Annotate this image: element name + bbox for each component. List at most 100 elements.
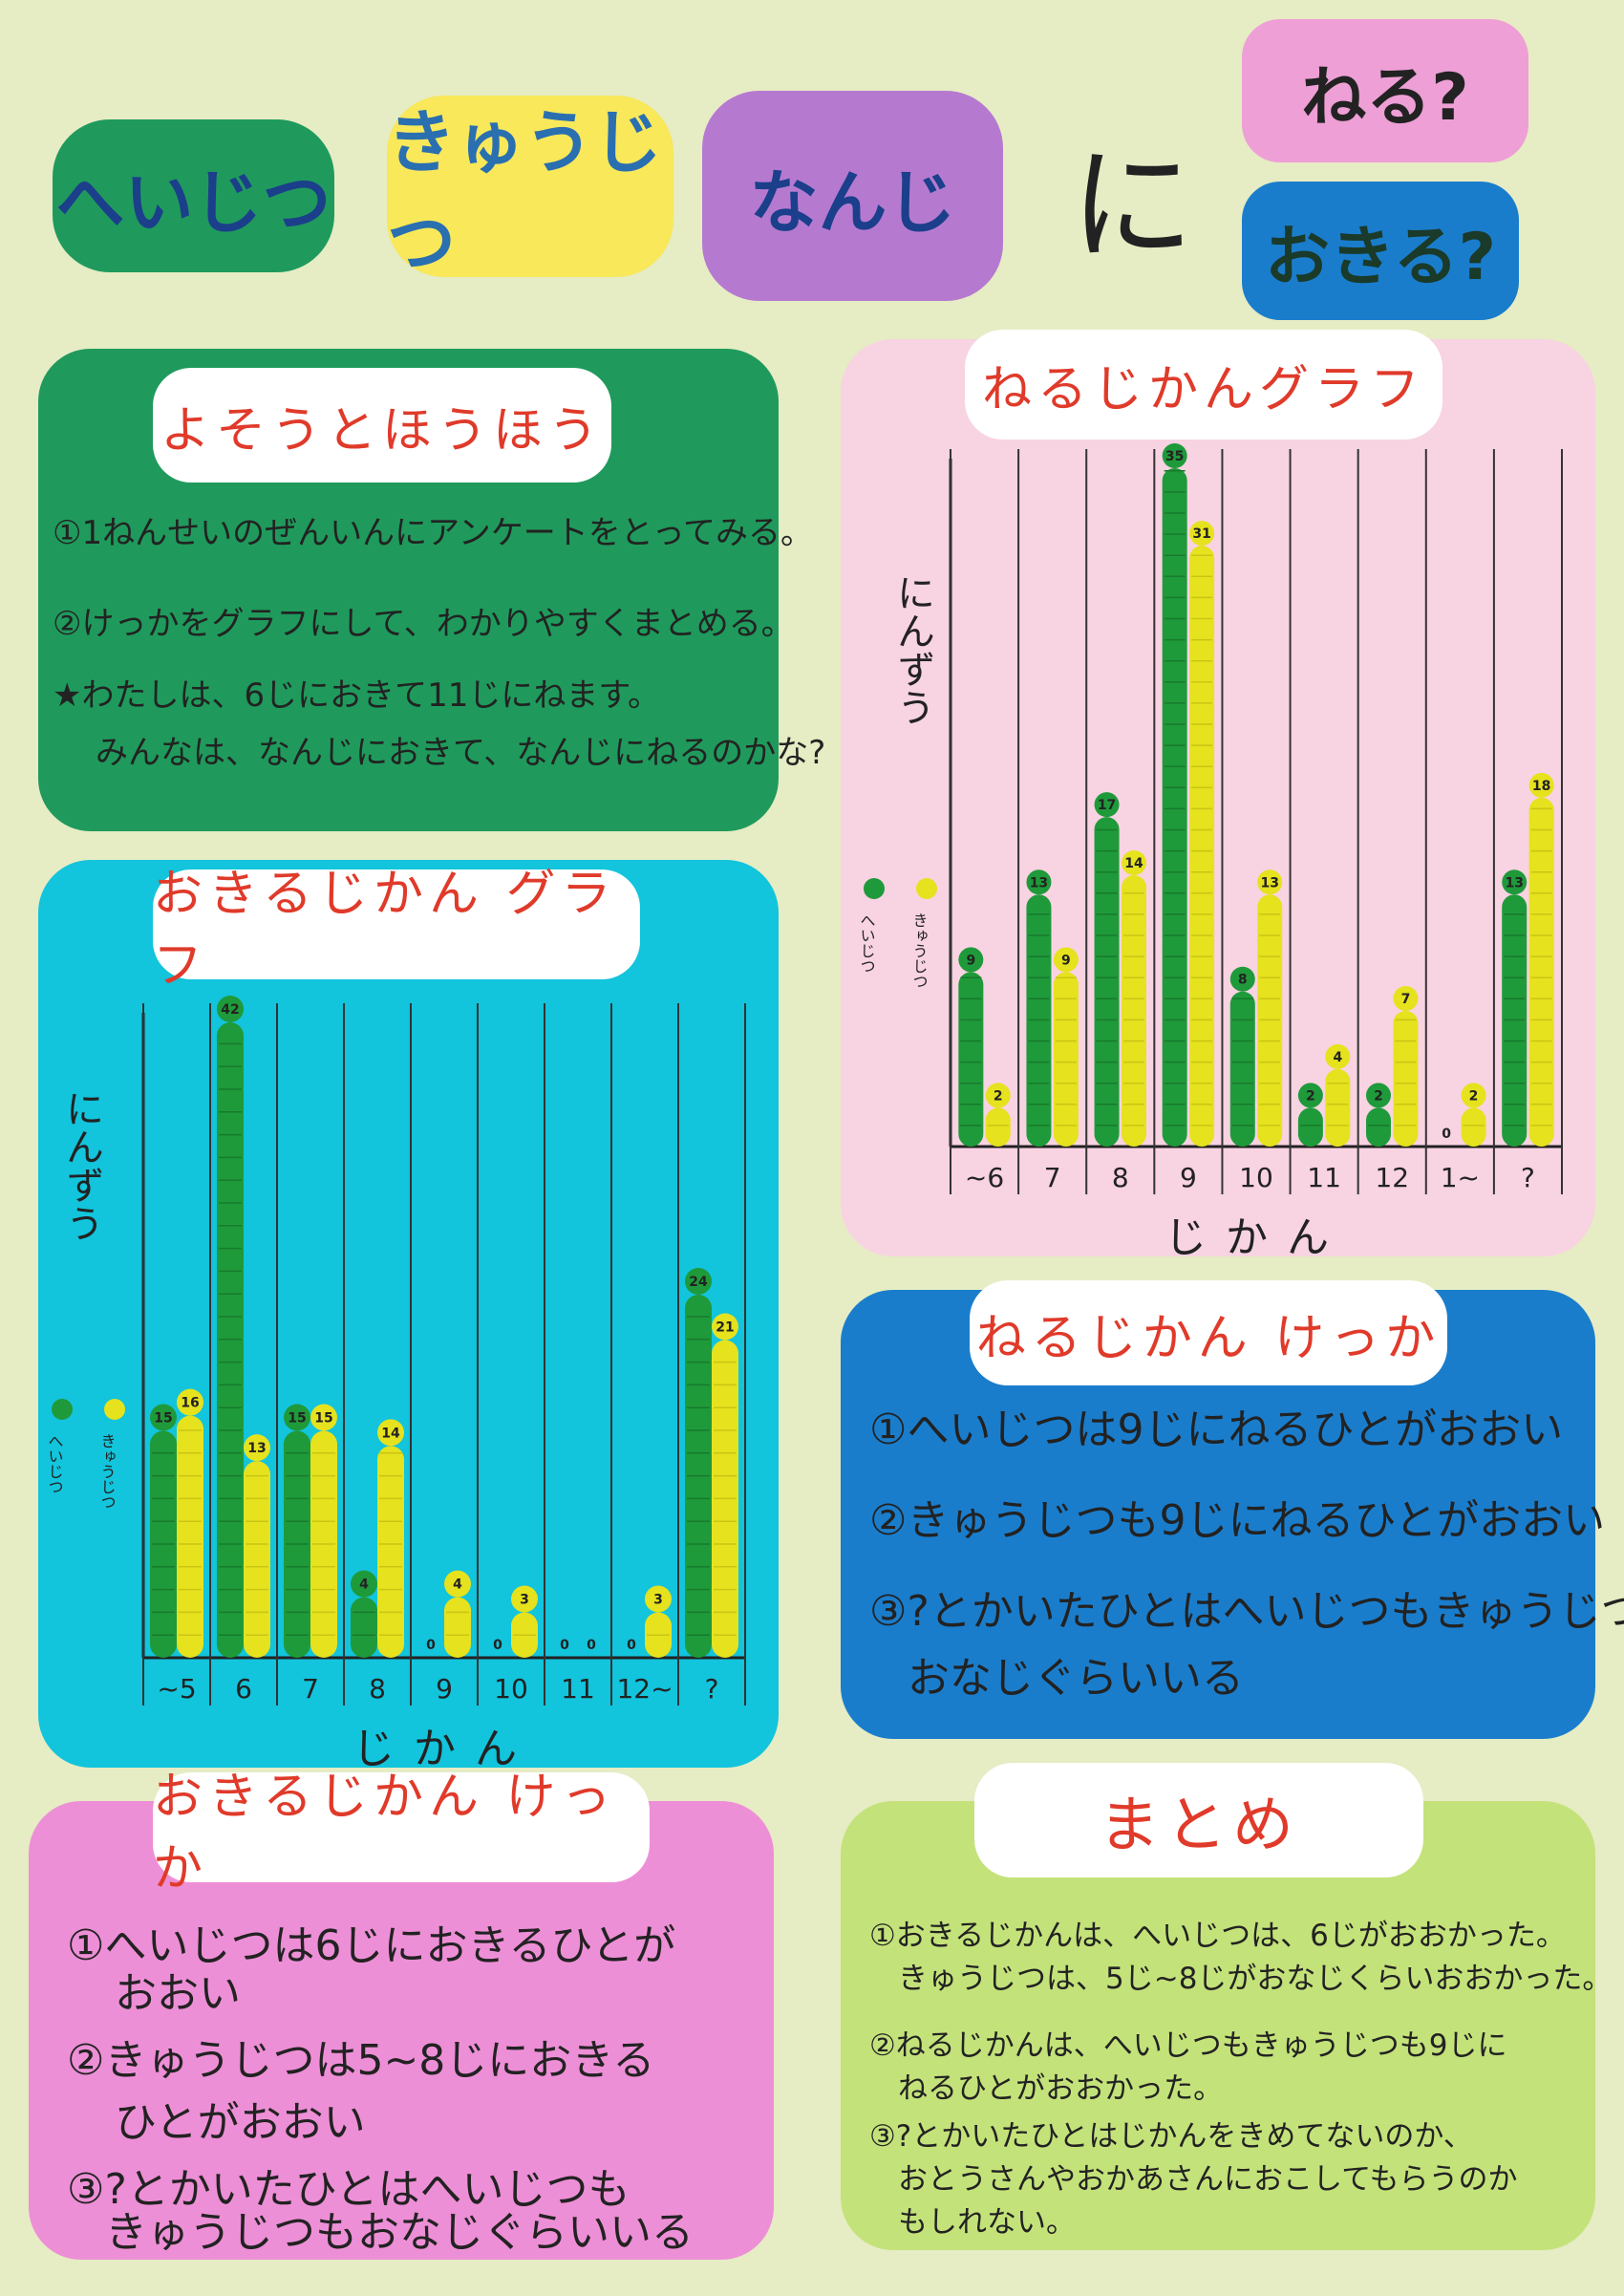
bar-kyujitsu <box>985 1083 1011 1147</box>
legend-label: へいじつ <box>46 1433 64 1494</box>
data-label: 4 <box>453 1577 462 1593</box>
bar-kyujitsu <box>310 1404 337 1658</box>
okiru-kekka-line-6: きゅうじつもおなじぐらいいる <box>105 2208 694 2257</box>
okiru-kekka-line-5: ③?とかいたひとはへいじつも <box>67 2165 630 2214</box>
bar-kyujitsu <box>511 1585 538 1658</box>
data-label: 15 <box>314 1411 332 1427</box>
data-label: 2 <box>1469 1088 1479 1104</box>
x-tick-label: 10 <box>494 1673 528 1705</box>
tag-neru: ねる? <box>1242 19 1528 162</box>
data-label: 42 <box>221 1002 239 1018</box>
legend-swatch <box>916 878 937 899</box>
legend-swatch <box>52 1399 73 1420</box>
bar-heijitsu <box>1026 869 1052 1147</box>
bar-kyujitsu <box>1189 521 1215 1147</box>
data-label: 0 <box>587 1638 596 1653</box>
data-label: 21 <box>716 1320 734 1336</box>
legend-swatch <box>104 1399 125 1420</box>
okiru-kekka-line-2: おおい <box>115 1969 241 2018</box>
bar-heijitsu <box>217 996 244 1658</box>
bar-heijitsu <box>1297 1083 1323 1147</box>
bar-kyujitsu <box>645 1585 672 1658</box>
data-label: 2 <box>1306 1088 1315 1104</box>
data-label: 14 <box>381 1426 400 1441</box>
matome-line-1: ①おきるじかんは、へいじつは、6じがおおかった。 <box>869 1919 1566 1953</box>
data-label: 14 <box>1124 856 1143 871</box>
neru-chart: ~6 9 2 7 13 9 8 17 14 9 35 31 10 8 13 11 2 4 12 2 7 1~ 0 2? 13 18… <box>858 443 1563 1256</box>
bar-kyujitsu <box>377 1419 404 1658</box>
x-tick-label: ? <box>1521 1162 1535 1193</box>
x-tick-label: 8 <box>1112 1162 1129 1193</box>
okiru-chart: ~5 15 16 6 42 13 7 15 15 8 4 14 9 0 4 10 0 3 11 0 0 12~ 0 3? 24 2… <box>46 996 746 1768</box>
y-axis-label: にんずう <box>59 1089 103 1242</box>
matome-line-2: きゅうじつは、5じ~8じがおなじくらいおおかった。 <box>898 1962 1613 1996</box>
bar-kyujitsu <box>1053 947 1079 1147</box>
legend-label: へいじつ <box>858 912 876 974</box>
x-tick-label: 7 <box>302 1673 319 1705</box>
tag-kyujitsu: きゅうじつ <box>387 96 673 283</box>
tag-nanji: なんじ <box>702 91 1003 301</box>
bar-heijitsu <box>1094 792 1120 1147</box>
x-tick-label: 11 <box>561 1673 595 1705</box>
bar-heijitsu <box>1229 966 1255 1147</box>
matome-line-6: おとうさんやおかあさんにおこしてもらうのか <box>898 2162 1518 2197</box>
data-label: 31 <box>1192 526 1210 542</box>
y-axis-label: にんずう <box>890 573 934 726</box>
x-tick-label: ~6 <box>965 1162 1004 1193</box>
legend-label: きゅうじつ <box>910 912 929 989</box>
data-label: 3 <box>520 1593 529 1608</box>
legend-swatch <box>864 878 885 899</box>
data-label: 9 <box>966 953 975 968</box>
data-label: 16 <box>181 1396 199 1411</box>
bar-heijitsu <box>1162 443 1187 1147</box>
x-tick-label: ? <box>705 1673 719 1705</box>
bar-kyujitsu <box>1257 869 1283 1147</box>
bar-heijitsu <box>150 1404 177 1658</box>
data-label: 24 <box>689 1275 708 1290</box>
data-label: 0 <box>1442 1127 1451 1142</box>
bar-kyujitsu <box>1325 1043 1351 1147</box>
x-tick-label: 6 <box>235 1673 252 1705</box>
x-tick-label: 1~ <box>1441 1162 1480 1193</box>
data-label: 35 <box>1165 449 1184 464</box>
bar-kyujitsu <box>1122 850 1146 1147</box>
bar-kyujitsu <box>712 1313 738 1658</box>
data-label: 2 <box>994 1088 1003 1104</box>
bar-kyujitsu <box>177 1388 203 1658</box>
x-tick-label: 12~ <box>616 1673 673 1705</box>
bar-kyujitsu <box>1528 772 1554 1147</box>
ni-text: に <box>1070 133 1195 278</box>
tag-heijitsu: へいじつ <box>53 119 334 272</box>
matome-line-5: ③?とかいたひとはじかんをきめてないのか、 <box>869 2119 1473 2154</box>
matome-line-7: もしれない。 <box>898 2205 1076 2240</box>
data-label: 15 <box>154 1411 172 1427</box>
data-label: 9 <box>1061 953 1071 968</box>
data-label: 8 <box>1238 973 1248 988</box>
yosou-line-2: ②けっかをグラフにして、わかりやすくまとめる。 <box>53 605 794 643</box>
bar-heijitsu <box>1366 1083 1391 1147</box>
data-label: 18 <box>1532 779 1550 794</box>
bar-kyujitsu <box>244 1434 270 1658</box>
neru-kekka-line-3: ③?とかいたひとはへいじつもきゅうじつも <box>869 1587 1624 1636</box>
okiru-kekka-title: おきるじかん けっか <box>153 1769 650 1898</box>
data-label: 4 <box>1333 1050 1342 1065</box>
x-axis-label: じかん <box>1165 1213 1348 1256</box>
matome-title: まとめ <box>974 1763 1423 1878</box>
x-tick-label: 7 <box>1044 1162 1061 1193</box>
data-label: 13 <box>1505 875 1523 891</box>
x-tick-label: 8 <box>369 1673 386 1705</box>
bar-heijitsu <box>1502 869 1528 1147</box>
tag-okiru: おきる? <box>1242 182 1519 320</box>
data-label: 15 <box>288 1411 306 1427</box>
data-label: 4 <box>359 1577 369 1593</box>
x-tick-label: 9 <box>436 1673 453 1705</box>
data-label: 0 <box>627 1638 636 1653</box>
bar-heijitsu <box>351 1570 377 1658</box>
neru-kekka-line-2: ②きゅうじつも9じにねるひとがおおい <box>869 1496 1606 1545</box>
neru-kekka-line-1: ①へいじつは9じにねるひとがおおい <box>869 1405 1564 1454</box>
x-tick-label: 9 <box>1180 1162 1197 1193</box>
data-label: 17 <box>1098 798 1116 813</box>
data-label: 3 <box>653 1593 663 1608</box>
data-label: 0 <box>560 1638 569 1653</box>
yosou-line-4: みんなは、なんじにおきて、なんじにねるのかな? <box>96 734 826 772</box>
